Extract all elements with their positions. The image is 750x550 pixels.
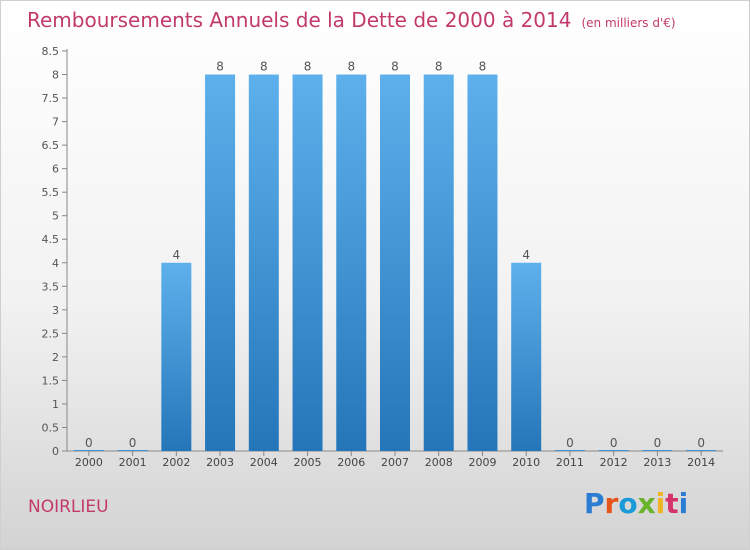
bar	[336, 74, 367, 451]
bar	[554, 450, 585, 451]
y-tick-label: 2	[52, 351, 59, 364]
data-label: 8	[260, 60, 268, 74]
bar	[642, 450, 673, 451]
bar	[161, 262, 192, 451]
data-label: 4	[522, 248, 530, 262]
x-tick-label: 2012	[600, 456, 628, 469]
x-tick-label: 2007	[381, 456, 409, 469]
data-label: 0	[566, 436, 574, 450]
bars	[73, 74, 717, 451]
x-tick-label: 2004	[250, 456, 278, 469]
bar	[423, 74, 454, 451]
title-unit: (en milliers d'€)	[581, 16, 676, 30]
data-label: 0	[697, 436, 705, 450]
x-tick-label: 2002	[162, 456, 190, 469]
proxiti-logo: Proxiti	[584, 487, 688, 520]
x-tick-label: 2006	[337, 456, 365, 469]
bar	[511, 262, 542, 451]
brand-letter: r	[604, 487, 619, 520]
x-tick-label: 2014	[687, 456, 715, 469]
y-tick-label: 8	[52, 69, 59, 82]
y-tick-label: 4	[52, 257, 59, 270]
y-tick-label: 8.5	[42, 45, 60, 58]
data-label: 8	[391, 60, 399, 74]
data-label: 8	[216, 60, 224, 74]
x-tick-label: 2005	[294, 456, 322, 469]
y-tick-label: 1	[52, 398, 59, 411]
brand-letter: i	[655, 487, 666, 520]
y-tick-label: 3	[52, 304, 59, 317]
y-tick-label: 5.5	[42, 186, 60, 199]
data-labels: 0 0 4 8 8 8 8 8 8 8 4 0 0 0 0	[85, 60, 705, 450]
x-tick-label: 2001	[119, 456, 147, 469]
bar	[467, 74, 498, 451]
x-tick-label: 2010	[512, 456, 540, 469]
brand-letter: i	[678, 487, 689, 520]
data-label: 0	[654, 436, 662, 450]
y-tick-label: 1.5	[42, 374, 60, 387]
brand-letter: x	[637, 487, 656, 520]
bar	[598, 450, 629, 451]
brand-letter: t	[665, 487, 679, 520]
chart-title: Remboursements Annuels de la Dette de 20…	[27, 8, 676, 32]
brand-letter: o	[618, 487, 638, 520]
x-tick-label: 2011	[556, 456, 584, 469]
x-tick-label: 2009	[468, 456, 496, 469]
data-label: 0	[129, 436, 137, 450]
y-tick-label: 0.5	[42, 421, 60, 434]
x-tick-label: 2008	[425, 456, 453, 469]
y-tick-label: 6	[52, 163, 59, 176]
data-label: 0	[610, 436, 618, 450]
bar	[686, 450, 717, 451]
town-name: NOIRLIEU	[28, 497, 109, 517]
y-tick-label: 7	[52, 116, 59, 129]
y-tick-label: 6.5	[42, 139, 60, 152]
data-label: 8	[304, 60, 312, 74]
axes: 0 0.5 1 1.5 2 2.5 3 3.5 4 4.5 5 5.5 6 6.5 7 7.5 8 8.5 2000…	[42, 45, 723, 469]
bar	[205, 74, 236, 451]
bar	[380, 74, 410, 451]
x-tick-label: 2013	[643, 456, 671, 469]
data-label: 8	[479, 60, 487, 74]
y-tick-label: 2.5	[42, 327, 60, 340]
data-label: 8	[347, 60, 355, 74]
bar	[117, 450, 148, 451]
y-tick-label: 5	[52, 210, 59, 223]
bar	[73, 450, 104, 451]
title-text: Remboursements Annuels de la Dette de 20…	[27, 8, 572, 32]
brand-letter: P	[584, 487, 605, 520]
y-tick-label: 7.5	[42, 92, 60, 105]
y-tick-label: 4.5	[42, 233, 60, 246]
y-tick-label: 0	[52, 445, 59, 458]
bar	[248, 74, 279, 451]
x-tick-label: 2000	[75, 456, 103, 469]
data-label: 4	[173, 248, 181, 262]
bar	[292, 74, 323, 451]
x-tick-label: 2003	[206, 456, 234, 469]
data-label: 8	[435, 60, 443, 74]
y-tick-label: 3.5	[42, 280, 60, 293]
data-label: 0	[85, 436, 93, 450]
